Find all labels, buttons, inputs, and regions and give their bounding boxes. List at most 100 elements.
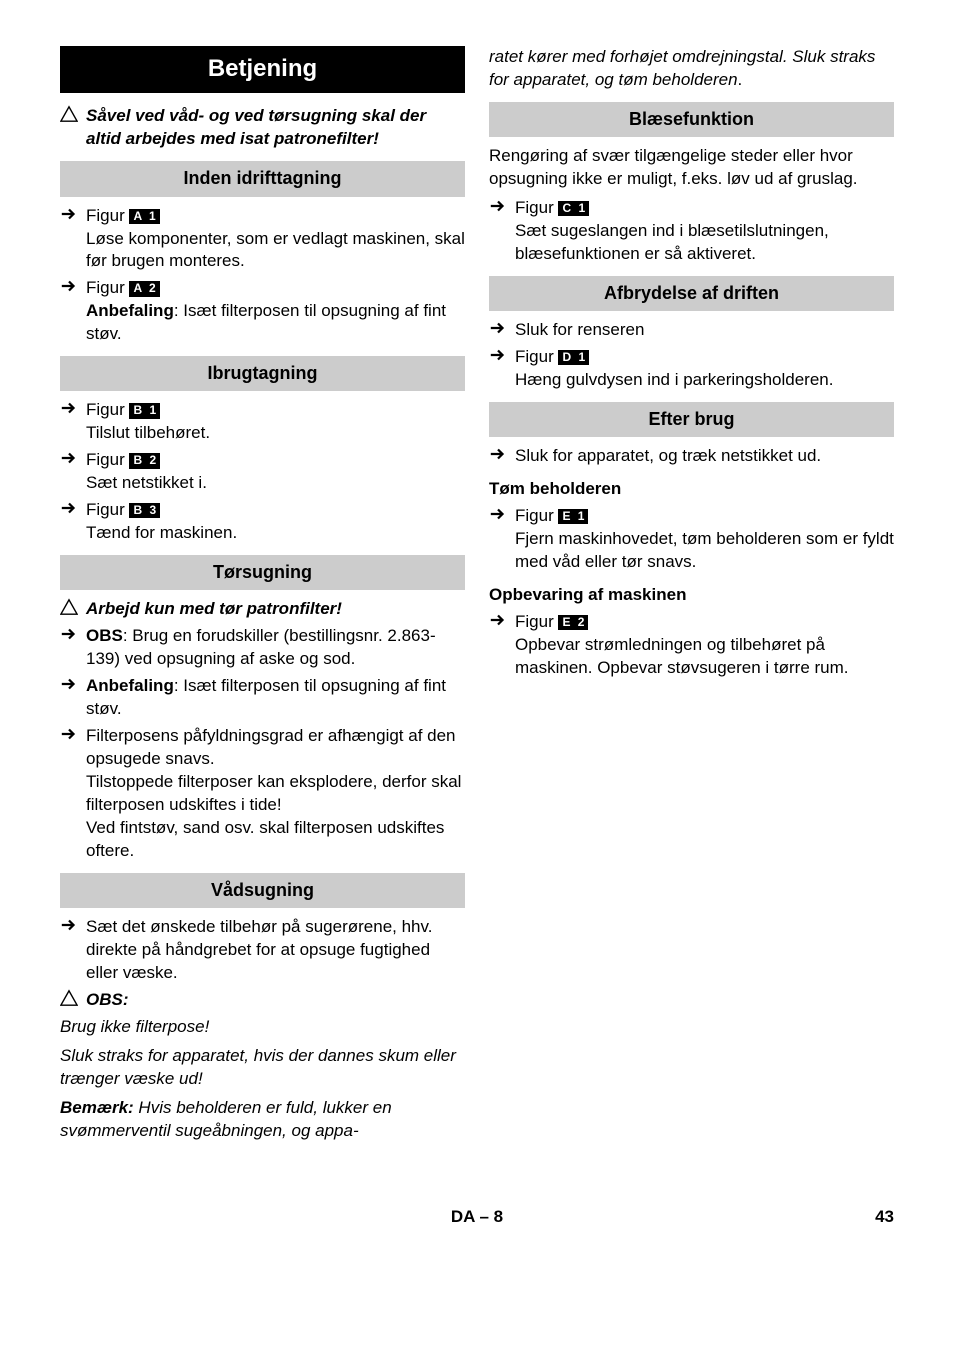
arrow-icon bbox=[489, 611, 515, 629]
warning-icon bbox=[60, 989, 86, 1007]
arrow-icon bbox=[489, 197, 515, 215]
figur-word: Figur bbox=[86, 450, 125, 469]
efter-item1-row: Sluk for apparatet, og træk netstikket u… bbox=[489, 445, 894, 468]
warning-icon bbox=[60, 598, 86, 616]
figure-ref: D 1 bbox=[558, 350, 589, 365]
arrow-icon bbox=[60, 449, 86, 467]
bemark-bold: Bemærk: bbox=[60, 1098, 134, 1117]
inden-fig1-row: Figur A 1 Løse komponenter, som er vedla… bbox=[60, 205, 465, 274]
blaese-fig-content: Figur C 1 Sæt sugeslangen ind i blæsetil… bbox=[515, 197, 894, 266]
afbryd-item1-row: Sluk for renseren bbox=[489, 319, 894, 342]
ibrug-fig3-content: Figur B 3 Tænd for maskinen. bbox=[86, 499, 465, 545]
arrow-icon bbox=[489, 505, 515, 523]
arrow-icon bbox=[60, 499, 86, 517]
heading-tom: Tøm beholderen bbox=[489, 478, 894, 501]
warning-icon bbox=[60, 105, 86, 123]
efter-item1: Sluk for apparatet, og træk netstikket u… bbox=[515, 445, 894, 468]
footer-right: 43 bbox=[616, 1206, 894, 1229]
inden-fig1-text: Løse komponenter, som er vedlagt maskine… bbox=[86, 228, 465, 274]
tor-anbef-content: Anbefaling: Isæt filterposen til opsugni… bbox=[86, 675, 465, 721]
blaese-fig-text: Sæt sugeslangen ind i blæsetilslutningen… bbox=[515, 220, 894, 266]
opbev-fig-row: Figur E 2 Opbevar strømledningen og tilb… bbox=[489, 611, 894, 680]
figure-ref: A 2 bbox=[129, 281, 159, 296]
tom-fig-row: Figur E 1 Fjern maskinhovedet, tøm behol… bbox=[489, 505, 894, 574]
vad-item-row: Sæt det ønskede tilbehør på sugerørene, … bbox=[60, 916, 465, 985]
afbryd-fig-text: Hæng gulvdysen ind i parkeringsholderen. bbox=[515, 369, 894, 392]
heading-efter: Efter brug bbox=[489, 402, 894, 437]
tom-fig-content: Figur E 1 Fjern maskinhovedet, tøm behol… bbox=[515, 505, 894, 574]
figur-word: Figur bbox=[515, 198, 554, 217]
afbryd-fig-content: Figur D 1 Hæng gulvdysen ind i parkering… bbox=[515, 346, 894, 392]
tor-warning-row: Arbejd kun med tør patronfilter! bbox=[60, 598, 465, 621]
ibrug-fig3-text: Tænd for maskinen. bbox=[86, 522, 465, 545]
figure-ref: C 1 bbox=[558, 201, 589, 216]
inden-fig2-row: Figur A 2 Anbefaling: Isæt filterposen t… bbox=[60, 277, 465, 346]
opbev-fig-content: Figur E 2 Opbevar strømledningen og tilb… bbox=[515, 611, 894, 680]
inden-fig2-text: Anbefaling: Isæt filterposen til opsugni… bbox=[86, 300, 465, 346]
tor-filter-text: Filterposens påfyldningsgrad er afhængig… bbox=[86, 725, 465, 863]
heading-torsugning: Tørsugning bbox=[60, 555, 465, 590]
vad-para3: Bemærk: Hvis beholderen er fuld, lukker … bbox=[60, 1097, 465, 1143]
top-warning-row: Såvel ved våd- og ved tørsugning skal de… bbox=[60, 105, 465, 151]
figur-word: Figur bbox=[86, 500, 125, 519]
ibrug-fig2-row: Figur B 2 Sæt netstikket i. bbox=[60, 449, 465, 495]
top-continuation: ratet kører med forhøjet omdrejningstal.… bbox=[489, 46, 894, 92]
arrow-icon bbox=[60, 277, 86, 295]
anbef-bold: Anbefaling bbox=[86, 676, 174, 695]
arrow-icon bbox=[60, 399, 86, 417]
blaese-intro: Rengøring af svær tilgængelige steder el… bbox=[489, 145, 894, 191]
arrow-icon bbox=[489, 445, 515, 463]
footer-center: DA – 8 bbox=[338, 1206, 616, 1229]
vad-item-text: Sæt det ønskede tilbehør på sugerørene, … bbox=[86, 916, 465, 985]
heading-ibrug: Ibrugtagning bbox=[60, 356, 465, 391]
top-cont-tail: . bbox=[738, 70, 743, 89]
tom-fig-text: Fjern maskinhovedet, tøm beholderen som … bbox=[515, 528, 894, 574]
ibrug-fig2-content: Figur B 2 Sæt netstikket i. bbox=[86, 449, 465, 495]
page-footer: DA – 8 43 bbox=[60, 1206, 894, 1229]
top-warning-text: Såvel ved våd- og ved tørsugning skal de… bbox=[86, 105, 465, 151]
figur-word: Figur bbox=[515, 612, 554, 631]
vad-para2: Sluk straks for apparatet, hvis der dann… bbox=[60, 1045, 465, 1091]
ibrug-fig1-text: Tilslut tilbehøret. bbox=[86, 422, 465, 445]
ibrug-fig1-row: Figur B 1 Tilslut tilbehøret. bbox=[60, 399, 465, 445]
arrow-icon bbox=[489, 319, 515, 337]
right-column: ratet kører med forhøjet omdrejningstal.… bbox=[489, 46, 894, 1148]
opbev-fig-text: Opbevar strømledningen og tilbehøret på … bbox=[515, 634, 894, 680]
arrow-icon bbox=[60, 625, 86, 643]
footer-left bbox=[60, 1206, 338, 1229]
obs-text: : Brug en forudskiller (bestillingsnr. 2… bbox=[86, 626, 436, 668]
ibrug-fig3-row: Figur B 3 Tænd for maskinen. bbox=[60, 499, 465, 545]
arrow-icon bbox=[60, 205, 86, 223]
heading-inden: Inden idrifttagning bbox=[60, 161, 465, 196]
heading-blaese: Blæsefunktion bbox=[489, 102, 894, 137]
ibrug-fig1-content: Figur B 1 Tilslut tilbehøret. bbox=[86, 399, 465, 445]
tor-filter-row: Filterposens påfyldningsgrad er afhængig… bbox=[60, 725, 465, 863]
anbefaling-bold: Anbefaling bbox=[86, 301, 174, 320]
arrow-icon bbox=[489, 346, 515, 364]
figure-ref: B 3 bbox=[129, 503, 160, 518]
figure-ref: A 1 bbox=[129, 209, 159, 224]
tor-anbef-row: Anbefaling: Isæt filterposen til opsugni… bbox=[60, 675, 465, 721]
vad-para1: Brug ikke filterpose! bbox=[60, 1016, 465, 1039]
heading-afbryd: Afbrydelse af driften bbox=[489, 276, 894, 311]
heading-vadsugning: Vådsugning bbox=[60, 873, 465, 908]
tor-obs-content: OBS: Brug en forudskiller (bestillingsnr… bbox=[86, 625, 465, 671]
figur-word: Figur bbox=[86, 206, 125, 225]
figur-word: Figur bbox=[86, 278, 125, 297]
ibrug-fig2-text: Sæt netstikket i. bbox=[86, 472, 465, 495]
figure-ref: E 2 bbox=[558, 615, 588, 630]
arrow-icon bbox=[60, 916, 86, 934]
obs-bold: OBS bbox=[86, 626, 123, 645]
afbryd-item1: Sluk for renseren bbox=[515, 319, 894, 342]
tor-obs-row: OBS: Brug en forudskiller (bestillingsnr… bbox=[60, 625, 465, 671]
top-cont-italic: ratet kører med forhøjet omdrejningstal.… bbox=[489, 47, 875, 89]
figur-word: Figur bbox=[515, 347, 554, 366]
tor-warning-text: Arbejd kun med tør patronfilter! bbox=[86, 598, 465, 621]
arrow-icon bbox=[60, 675, 86, 693]
inden-fig2-content: Figur A 2 Anbefaling: Isæt filterposen t… bbox=[86, 277, 465, 346]
blaese-fig-row: Figur C 1 Sæt sugeslangen ind i blæsetil… bbox=[489, 197, 894, 266]
figur-word: Figur bbox=[86, 400, 125, 419]
figure-ref: B 1 bbox=[129, 403, 160, 418]
figure-ref: E 1 bbox=[558, 509, 588, 524]
vad-obs-row: OBS: bbox=[60, 989, 465, 1012]
